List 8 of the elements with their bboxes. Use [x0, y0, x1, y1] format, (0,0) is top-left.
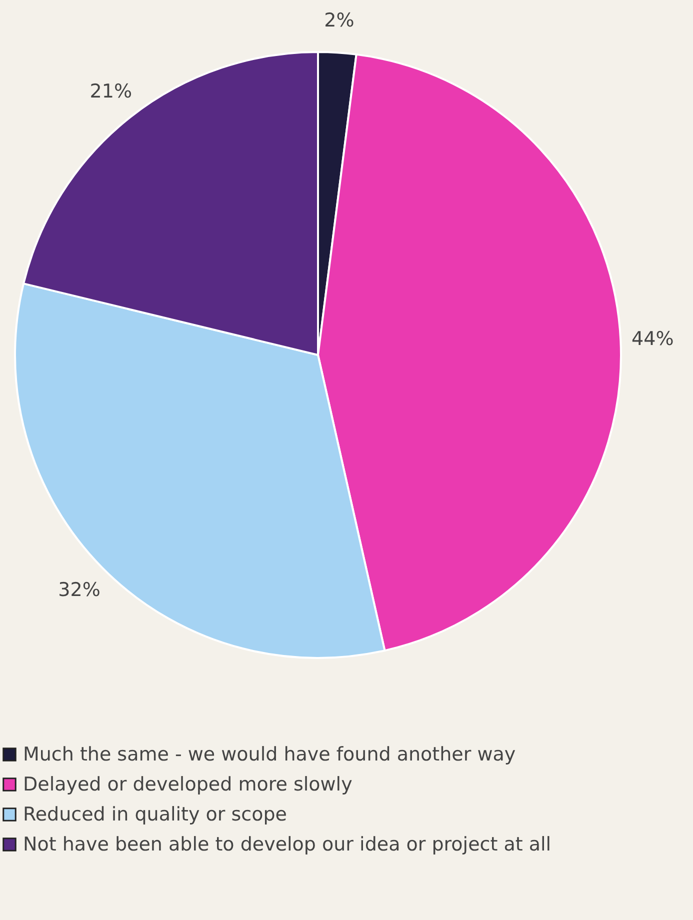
legend-label: Reduced in quality or scope	[23, 804, 287, 826]
data-label: 32%	[58, 578, 100, 601]
legend-label: Much the same - we would have found another way	[23, 744, 516, 766]
data-label: 2%	[324, 10, 354, 32]
legend-label: Not have been able to develop our idea or project at all	[23, 834, 552, 856]
legend-label: Delayed or developed more slowly	[23, 774, 352, 796]
data-label: 44%	[632, 328, 674, 350]
data-label: 21%	[90, 80, 132, 103]
